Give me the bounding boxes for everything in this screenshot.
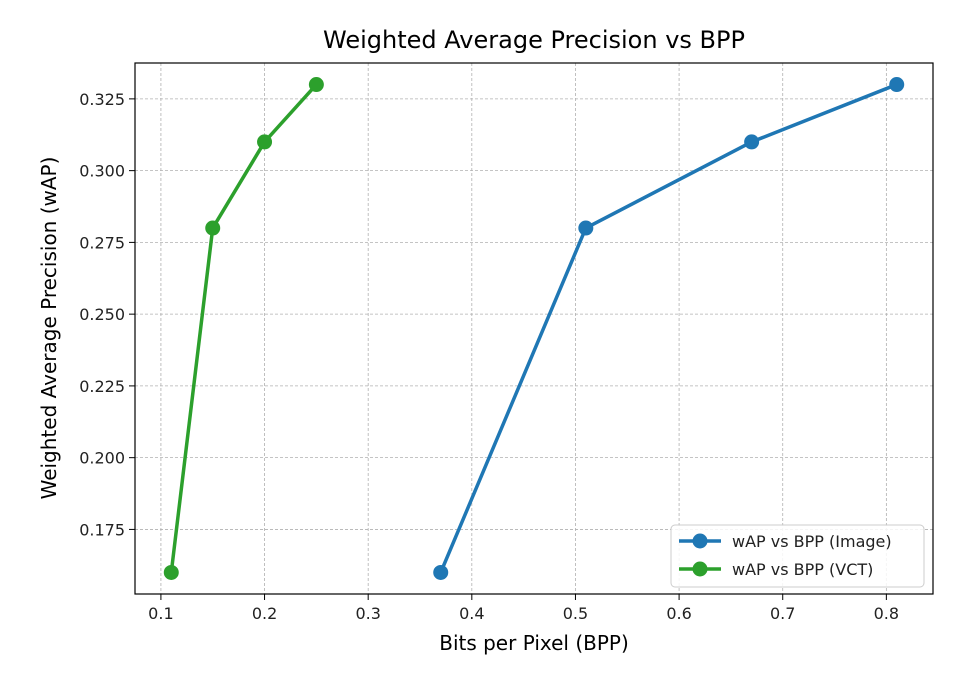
- x-tick-label: 0.4: [459, 604, 484, 623]
- x-tick-label: 0.6: [666, 604, 691, 623]
- y-tick-label: 0.325: [79, 90, 125, 109]
- chart-title: Weighted Average Precision vs BPP: [323, 26, 745, 54]
- legend: wAP vs BPP (Image) wAP vs BPP (VCT): [670, 524, 925, 588]
- y-tick-label: 0.300: [79, 162, 125, 181]
- y-axis-label: Weighted Average Precision (wAP): [37, 157, 61, 500]
- y-tick-label: 0.275: [79, 233, 125, 252]
- x-axis-label: Bits per Pixel (BPP): [439, 631, 629, 655]
- x-tick-label: 0.3: [355, 604, 380, 623]
- y-axis: 0.175 0.200 0.225 0.250 0.275 0.300 0.325: [79, 90, 135, 539]
- legend-frame: [670, 524, 925, 588]
- data-point: [163, 564, 179, 580]
- x-tick-label: 0.5: [563, 604, 588, 623]
- series-line-0: [438, 82, 899, 575]
- legend-marker-vct: [692, 561, 708, 577]
- legend-label-vct: wAP vs BPP (VCT): [732, 560, 873, 579]
- legend-label-image: wAP vs BPP (Image): [732, 532, 892, 551]
- data-point: [433, 564, 449, 580]
- x-tick-label: 0.2: [252, 604, 277, 623]
- series-line-1: [169, 82, 319, 575]
- y-tick-label: 0.250: [79, 305, 125, 324]
- x-tick-label: 0.1: [148, 604, 173, 623]
- data-point: [744, 134, 760, 150]
- x-tick-label: 0.8: [874, 604, 899, 623]
- legend-marker-image: [692, 533, 708, 549]
- y-tick-label: 0.175: [79, 520, 125, 539]
- y-tick-label: 0.200: [79, 449, 125, 468]
- plot-frame: [134, 62, 934, 595]
- y-tick-label: 0.225: [79, 377, 125, 396]
- data-point: [257, 134, 273, 150]
- data-point: [205, 220, 221, 236]
- x-tick-label: 0.7: [770, 604, 795, 623]
- grid: [135, 63, 933, 594]
- series-layer: [163, 77, 905, 580]
- x-axis: 0.1 0.2 0.3 0.4 0.5 0.6 0.7 0.8: [148, 594, 899, 623]
- data-point: [578, 220, 594, 236]
- data-point: [308, 77, 324, 93]
- data-point: [889, 77, 905, 93]
